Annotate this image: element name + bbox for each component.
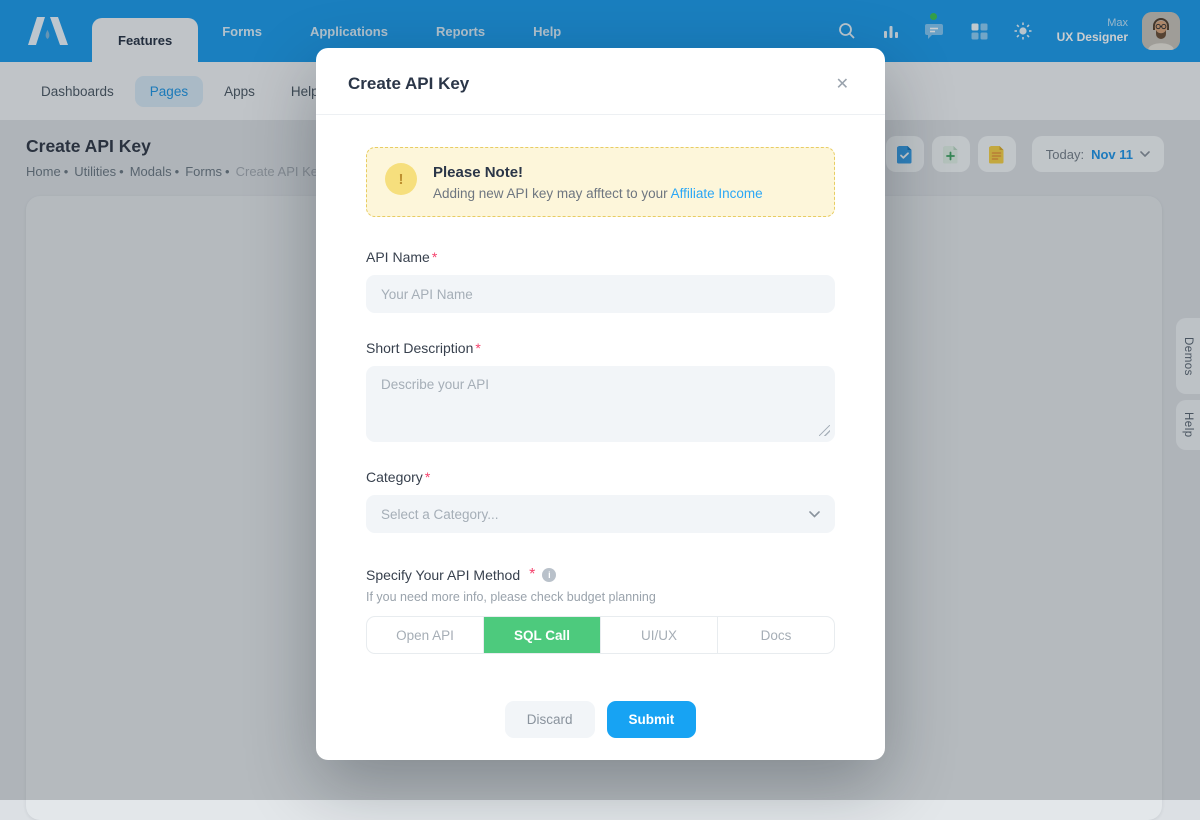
nav-item-forms[interactable]: Forms (222, 23, 262, 39)
user-menu[interactable]: Max UX Designer (1057, 16, 1128, 46)
page-title: Create API Key (26, 136, 151, 156)
page-header-left: Create API Key Home • Utilities • Modals • … (26, 136, 325, 179)
app-logo[interactable] (0, 0, 92, 62)
create-api-key-modal: Create API Key ✕ ! Please Note! Adding n… (316, 48, 885, 760)
search-icon[interactable] (837, 21, 857, 41)
modal-footer: Discard Submit (366, 701, 835, 760)
doc-check-button[interactable] (885, 136, 924, 172)
method-label-row: Specify Your API Method * i (366, 566, 835, 584)
nav-item-applications[interactable]: Applications (309, 23, 388, 39)
warning-icon: ! (385, 163, 417, 195)
method-option-ui-ux[interactable]: UI/UX (600, 617, 717, 653)
messages-icon[interactable] (924, 13, 945, 41)
today-label: Today: (1045, 146, 1085, 162)
breadcrumb-forms[interactable]: Forms (185, 164, 223, 179)
api-method-group: Open API SQL Call UI/UX Docs (366, 616, 835, 654)
chevron-down-icon (809, 510, 820, 518)
api-name-input[interactable] (366, 275, 835, 313)
alert-content: Please Note! Adding new API key may afft… (433, 163, 763, 201)
breadcrumb-separator: • (119, 164, 124, 179)
today-date: Nov 11 (1091, 146, 1133, 162)
method-option-docs[interactable]: Docs (717, 617, 834, 653)
user-name: Max (1107, 17, 1128, 30)
breadcrumb-home[interactable]: Home (26, 164, 61, 179)
required-asterisk: * (475, 340, 481, 356)
category-label: Category * (366, 469, 431, 485)
short-description-label: Short Description * (366, 340, 481, 356)
method-helper-text: If you need more info, please check budg… (366, 590, 656, 604)
breadcrumb-separator: • (225, 164, 230, 179)
primary-nav: Features Forms Applications Reports Help (92, 0, 585, 62)
alert-title: Please Note! (433, 164, 524, 181)
warning-alert: ! Please Note! Adding new API key may af… (366, 147, 835, 217)
logo-icon (28, 17, 68, 45)
subnav-item-dashboards[interactable]: Dashboards (41, 83, 114, 99)
alert-text: Adding new API key may afftect to your A… (433, 186, 763, 201)
close-icon[interactable]: ✕ (835, 76, 849, 93)
date-selector[interactable]: Today: Nov 11 (1031, 136, 1164, 172)
page-toolbar: Today: Nov 11 (885, 136, 1164, 172)
user-role: UX Designer (1056, 30, 1128, 45)
category-placeholder: Select a Category... (381, 506, 499, 522)
breadcrumb-separator: • (63, 164, 69, 179)
method-option-sql-call[interactable]: SQL Call (483, 617, 600, 653)
api-name-label: API Name * (366, 249, 438, 265)
subnav-item-pages[interactable]: Pages (134, 75, 204, 107)
alert-message: Adding new API key may afftect to your (433, 186, 671, 201)
doc-add-icon (943, 145, 958, 163)
side-tab-help[interactable]: Help (1176, 400, 1200, 450)
breadcrumb-current: Create API Key (235, 164, 325, 179)
nav-item-help[interactable]: Help (533, 23, 562, 39)
submit-button[interactable]: Submit (606, 701, 697, 738)
description-field-wrap (366, 366, 835, 442)
breadcrumb-modals[interactable]: Modals (129, 164, 172, 179)
resize-grip-icon[interactable] (819, 425, 830, 436)
modal-title: Create API Key (348, 74, 470, 93)
breadcrumb: Home • Utilities • Modals • Forms • Create A… (26, 164, 325, 179)
subnav-item-apps[interactable]: Apps (224, 83, 255, 99)
breadcrumb-utilities[interactable]: Utilities (74, 164, 117, 179)
required-asterisk: * (424, 469, 431, 485)
subnav-item-help[interactable]: Help (290, 83, 319, 99)
required-asterisk: * (431, 249, 438, 265)
method-option-open-api[interactable]: Open API (396, 627, 454, 643)
affiliate-income-link[interactable]: Affiliate Income (670, 186, 763, 201)
doc-lines-icon (989, 145, 1004, 163)
side-tab-demos[interactable]: Demos (1176, 318, 1200, 394)
bar-chart-icon[interactable] (881, 21, 901, 41)
theme-icon[interactable] (1013, 21, 1033, 41)
notification-dot (929, 13, 937, 20)
required-asterisk: * (529, 566, 536, 583)
topbar-actions: Max UX Designer (837, 0, 1200, 62)
page-header: Create API Key Home • Utilities • Modals • … (26, 136, 1164, 179)
doc-lines-button[interactable] (977, 136, 1016, 172)
doc-add-button[interactable] (931, 136, 970, 172)
discard-button[interactable]: Discard (504, 701, 595, 738)
info-icon[interactable]: i (542, 568, 557, 582)
avatar[interactable] (1142, 12, 1180, 50)
modal-header: Create API Key ✕ (316, 48, 885, 115)
apps-grid-icon[interactable] (969, 21, 989, 41)
breadcrumb-separator: • (174, 164, 180, 179)
category-select[interactable]: Select a Category... (366, 495, 835, 533)
nav-item-features[interactable]: Features (92, 18, 199, 62)
api-method-label: Specify Your API Method (366, 567, 521, 583)
modal-body: ! Please Note! Adding new API key may af… (316, 115, 885, 760)
nav-item-reports[interactable]: Reports (435, 23, 486, 39)
chevron-down-icon (1140, 151, 1150, 157)
short-description-textarea[interactable] (366, 366, 835, 442)
doc-check-icon (897, 145, 912, 163)
